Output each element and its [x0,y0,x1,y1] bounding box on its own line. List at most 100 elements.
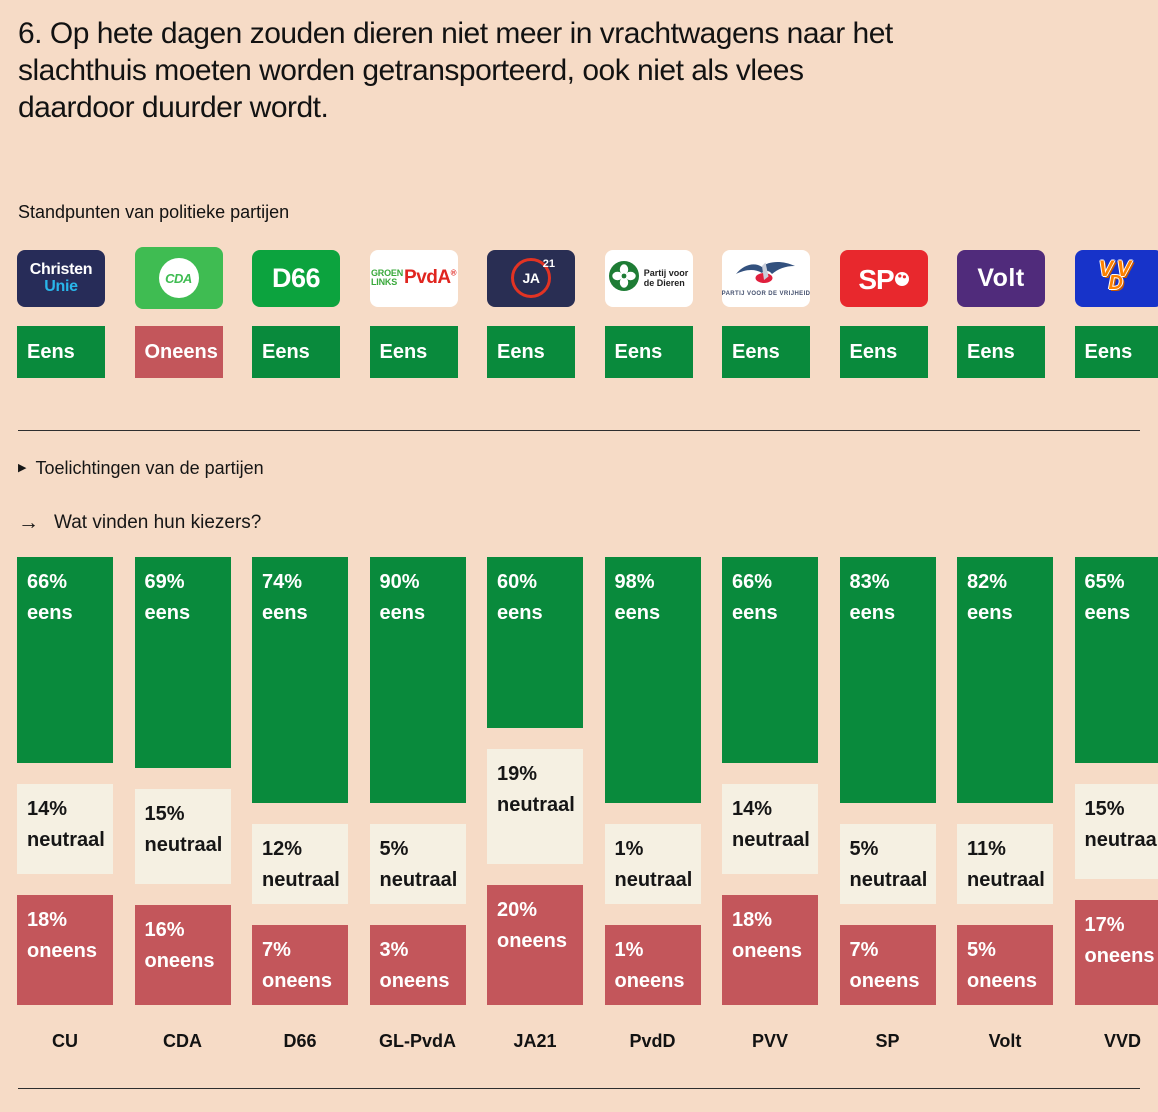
toelichtingen-label: Toelichtingen van de partijen [35,457,263,479]
cu-logo-text-christen: Christen [30,261,93,278]
party-axis-label-sp: SP [840,1031,936,1052]
voter-segment-oneens-cu: 18%oneens [17,895,113,1005]
segment-value: 15% [1085,794,1158,825]
segment-label: neutraal [615,865,697,896]
links-text: LINKS [371,278,403,287]
segment-value: 7% [262,935,344,966]
voter-segment-oneens-ja21: 20%oneens [487,885,583,1005]
segment-label: oneens [615,966,697,997]
toelichtingen-toggle[interactable]: ▶ Toelichtingen van de partijen [18,457,1158,479]
segment-value: 60% [497,567,579,598]
segment-label: oneens [262,966,344,997]
party-logo-zone: D66 [252,247,340,309]
voter-segment-oneens-d66: 7%oneens [252,925,348,1005]
voter-segment-eens-gl-pvda: 90%eens [370,557,466,803]
pvv-emblem: PARTIJ VOOR DE VRIJHEID [722,259,810,297]
segment-label: eens [380,598,462,629]
stance-badge-vvd: Eens [1075,326,1158,378]
segment-value: 66% [27,567,109,598]
question-title-line: slachthuis moeten worden getransporteerd… [18,52,1140,89]
segment-value: 17% [1085,910,1158,941]
segment-value: 1% [615,834,697,865]
stance-badge-sp: Eens [840,326,928,378]
segment-value: 19% [497,759,579,790]
segment-value: 16% [145,915,227,946]
segment-label: eens [262,598,344,629]
voter-segment-oneens-pvv: 18%oneens [722,895,818,1005]
voter-segment-oneens-vvd: 17%oneens [1075,900,1158,1005]
question-title: 6. Op hete dagen zouden dieren niet meer… [18,15,1140,126]
pvdd-name-line: Partij voor [644,268,689,278]
segment-label: oneens [497,926,579,957]
segment-label: neutraal [380,865,462,896]
segment-value: 11% [967,834,1049,865]
voter-segment-neutraal-vvd: 15%neutraal [1075,784,1158,879]
voter-segment-eens-vvd: 65%eens [1075,557,1158,763]
pvv-caption-normal: PARTIJ VOOR DE [722,291,780,297]
voter-segment-eens-volt: 82%eens [957,557,1053,803]
collapsed-triangle-icon: ▶ [18,457,26,479]
segment-label: neutraal [497,790,579,821]
segment-value: 18% [27,905,109,936]
voter-segment-neutraal-d66: 12%neutraal [252,824,348,904]
segment-label: eens [615,598,697,629]
voter-segment-neutraal-volt: 11%neutraal [957,824,1053,904]
voter-segment-eens-sp: 83%eens [840,557,936,803]
party-logo-d66: D66 [252,250,340,307]
segment-value: 12% [262,834,344,865]
voter-segment-neutraal-ja21: 19%neutraal [487,749,583,864]
cda-logo-text: CDA [165,271,192,286]
segment-value: 15% [145,799,227,830]
volt-logo-text: Volt [977,264,1024,293]
voter-segment-oneens-gl-pvda: 3%oneens [370,925,466,1005]
voter-segment-eens-cda: 69%eens [135,557,231,768]
voter-segment-neutraal-cu: 14%neutraal [17,784,113,874]
ja21-21-text: 21 [543,258,555,270]
ja21-ja-text: JA [523,270,540,286]
party-axis-label-d66: D66 [252,1031,348,1052]
registered-mark: ® [451,269,456,278]
stance-badge-pvv: Eens [722,326,810,378]
pvv-caption-bold: VRIJHEID [780,291,810,297]
segment-label: neutraal [27,825,109,856]
segment-label: eens [497,598,579,629]
segment-label: eens [850,598,932,629]
pvda-text: PvdA® [404,267,456,289]
pvv-caption-text: PARTIJ VOOR DE VRIJHEID [722,291,810,297]
party-logo-zone: PARTIJ VOOR DE VRIJHEID [722,247,810,309]
segment-label: oneens [145,946,227,977]
segment-value: 20% [497,895,579,926]
segment-label: eens [732,598,814,629]
sp-wordmark: SP [858,263,908,294]
party-axis-label-pvdd: PvdD [605,1031,701,1052]
sp-logo-text: SP [858,266,893,294]
party-logo-sp: SP [840,250,928,307]
segment-label: oneens [1085,941,1158,972]
voter-segment-eens-ja21: 60%eens [487,557,583,728]
voter-column-ja21: 60%eens 19%neutraal 20%oneens JA21 [487,557,583,1052]
pvv-gull-icon [735,259,797,290]
right-arrow-icon: → [18,511,39,534]
party-axis-label-ja21: JA21 [487,1031,583,1052]
voter-segment-eens-cu: 66%eens [17,557,113,763]
party-axis-label-pvv: PVV [722,1031,818,1052]
voter-segment-neutraal-gl-pvda: 5%neutraal [370,824,466,904]
segment-value: 66% [732,567,814,598]
segment-label: neutraal [262,865,344,896]
party-stance-cell-sp: SP Eens [840,247,936,378]
segment-value: 14% [732,794,814,825]
